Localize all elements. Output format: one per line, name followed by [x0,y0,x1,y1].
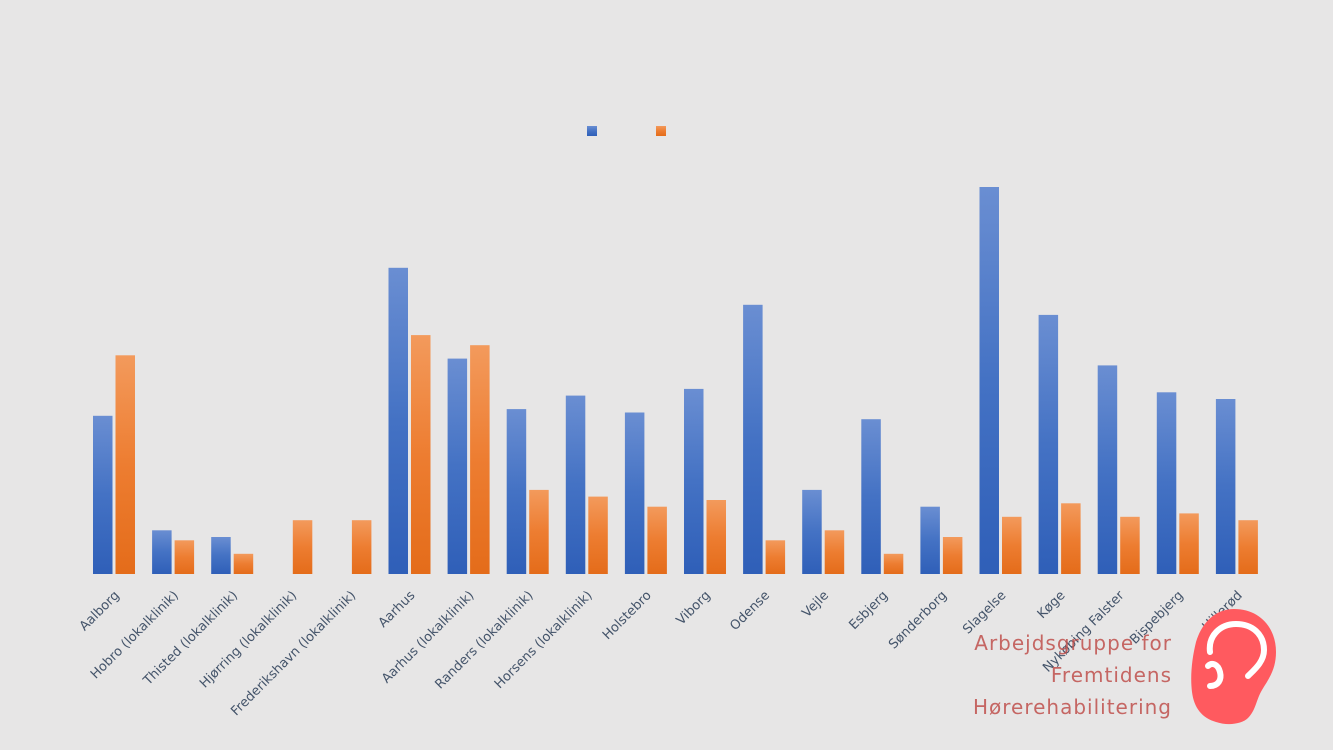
bar-series-1-13 [861,419,881,574]
bar-series-2-0 [115,355,135,574]
organization-name-line-1: Arbejdsgruppe for [974,631,1172,655]
bar-series-2-9 [647,506,667,574]
x-tick-label: Horsens (lokalklinik) [492,588,596,692]
bar-series-1-2 [211,537,231,574]
x-tick-label: Frederikshavn (lokalklinik) [228,588,359,719]
bar-series-1-0 [93,415,113,574]
bar-series-2-2 [233,553,254,574]
bar-series-1-1 [152,530,172,574]
legend-swatch-series-1 [587,126,597,136]
bar-series-2-14 [942,537,963,574]
organization-name: Arbejdsgruppe for Fremtidens Hørerehabil… [912,627,1172,723]
organization-name-line-3: Hørerehabilitering [972,695,1172,719]
organization-name-line-2: Fremtidens [1050,663,1172,687]
bars [93,187,1258,574]
bar-series-2-16 [1061,503,1081,574]
bar-series-2-6 [470,345,490,574]
bar-series-2-19 [1238,520,1258,574]
x-tick-label: Aalborg [77,588,123,634]
bar-series-2-18 [1179,513,1199,574]
ear-icon [1191,609,1276,725]
bar-series-1-17 [1097,365,1118,574]
bar-series-1-16 [1038,314,1059,574]
bar-series-1-6 [447,358,468,574]
bar-series-1-19 [1215,399,1236,574]
bar-series-2-3 [292,520,313,574]
bar-series-2-4 [351,520,372,574]
bar-series-1-5 [388,267,408,574]
bar-series-2-13 [883,553,904,574]
bar-series-2-8 [588,496,608,574]
x-tick-label: Hjørring (lokalklinik) [197,588,300,691]
bar-series-1-9 [624,412,645,574]
legend [587,126,666,136]
bar-series-1-15 [979,187,999,574]
bar-series-2-11 [765,540,786,574]
bar-series-1-11 [743,304,763,574]
bar-series-1-7 [506,409,527,574]
x-tick-label: Viborg [674,588,714,628]
x-tick-label: Aarhus [376,588,419,631]
bar-series-2-10 [706,500,726,574]
x-tick-label: Randers (lokalklinik) [432,588,536,692]
bar-series-2-17 [1120,516,1140,574]
x-tick-label: Esbjerg [846,588,891,633]
x-tick-label: Køge [1035,588,1069,622]
bar-series-2-1 [174,540,195,574]
bar-series-1-10 [684,388,704,574]
bar-series-2-5 [411,335,431,574]
x-tick-label: Vejle [799,588,832,621]
bar-series-1-12 [802,489,822,574]
x-tick-label: Holstebro [600,588,655,643]
x-tick-label: Odense [727,588,773,634]
bar-series-1-14 [920,506,940,574]
bar-series-1-18 [1156,392,1177,574]
bar-series-1-8 [565,395,586,574]
bar-series-2-7 [529,489,549,574]
legend-swatch-series-2 [656,126,666,136]
bar-series-2-12 [824,530,845,574]
bar-series-2-15 [1002,516,1022,574]
